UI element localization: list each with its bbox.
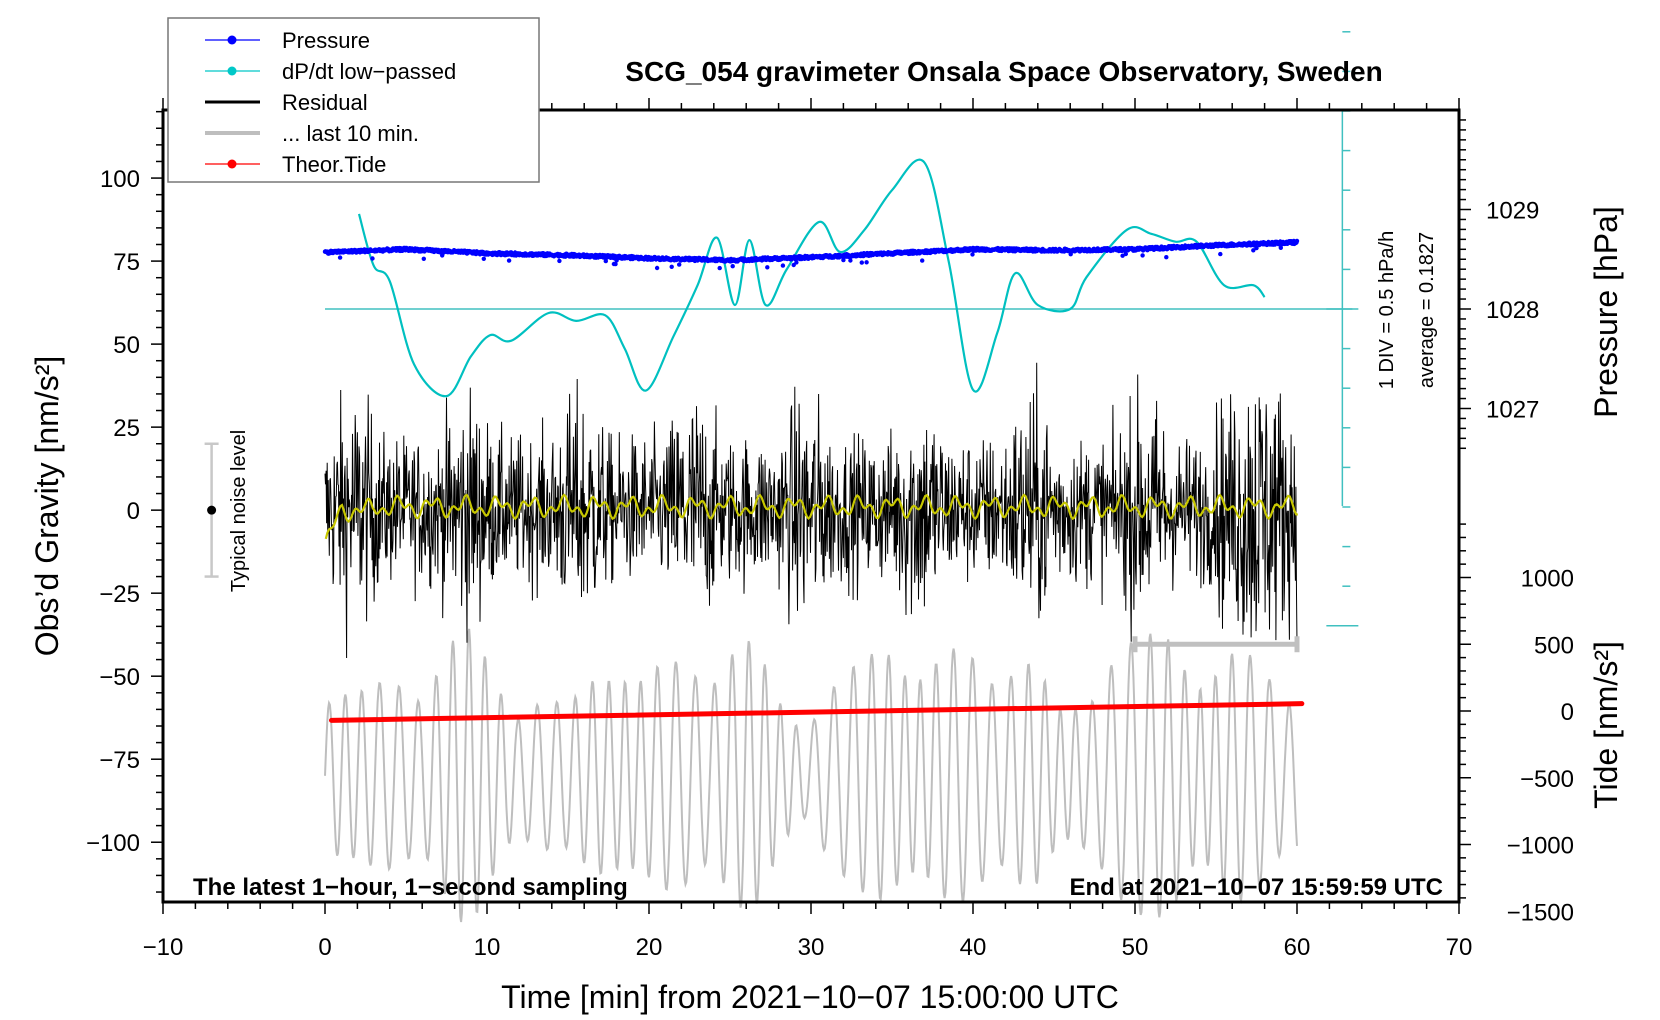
y-axis-title-left: Obs’d Gravity [nm/s²]	[29, 356, 65, 657]
pressure-point	[337, 255, 343, 260]
x-tick-label: −10	[143, 934, 184, 961]
pressure-point	[370, 256, 375, 261]
dpdt-average-label: average = 0.1827	[1416, 232, 1438, 388]
pressure-tick-label: 1028	[1486, 297, 1539, 324]
pressure-point	[613, 261, 618, 267]
legend-marker	[227, 159, 237, 169]
pressure-point	[1123, 251, 1129, 257]
pressure-point	[848, 258, 853, 263]
tide-tick-label: −1000	[1507, 833, 1574, 860]
pressure-point	[677, 262, 682, 267]
y-axis-title-pressure: Pressure [hPa]	[1588, 206, 1624, 418]
tide-tick-label: −1500	[1507, 899, 1574, 926]
pressure-point	[864, 260, 869, 265]
y-left-tick-label: 25	[113, 415, 140, 442]
sampling-note: The latest 1−hour, 1−second sampling	[193, 874, 628, 901]
pressure-point	[765, 265, 770, 270]
legend-label: Pressure	[282, 28, 370, 53]
tide-tick-label: 500	[1534, 632, 1574, 659]
noise-bar-center-dot	[207, 505, 217, 515]
pressure-point	[1140, 253, 1145, 258]
x-tick-label: 40	[960, 934, 987, 961]
pressure-series	[322, 238, 1300, 271]
legend-label: ... last 10 min.	[282, 121, 419, 146]
pressure-point	[1278, 245, 1284, 250]
pressure-point	[481, 256, 486, 261]
x-tick-label: 70	[1446, 934, 1473, 961]
y-left-tick-label: −100	[86, 830, 140, 857]
y-left-tick-label: −75	[99, 747, 140, 774]
pressure-point	[859, 260, 864, 265]
x-tick-label: 50	[1122, 934, 1149, 961]
x-tick-label: 10	[474, 934, 501, 961]
pressure-point	[841, 257, 846, 263]
pressure-point	[717, 265, 722, 271]
pressure-tick-label: 1029	[1486, 198, 1539, 225]
pressure-tick-label: 1027	[1486, 397, 1539, 424]
legend-label: dP/dt low−passed	[282, 59, 456, 84]
legend-label: Theor.Tide	[282, 152, 386, 177]
x-tick-label: 20	[636, 934, 663, 961]
pressure-point	[1164, 255, 1169, 260]
pressure-point	[1294, 238, 1300, 244]
plot-area	[204, 31, 1359, 923]
tide-tick-label: 1000	[1521, 566, 1574, 593]
pressure-point	[557, 258, 562, 264]
legend-marker	[227, 35, 237, 45]
pressure-point	[669, 264, 674, 269]
pressure-point	[730, 264, 735, 269]
dpdt-line	[357, 158, 1266, 398]
y-left-tick-label: 75	[113, 249, 140, 276]
legend-box	[167, 17, 540, 183]
x-tick-label: 0	[318, 934, 331, 961]
residual-mean-line	[324, 493, 1299, 540]
legend: Pressure dP/dt low−passed Residual ... last…	[167, 17, 540, 183]
tide-tick-label: −500	[1520, 766, 1574, 793]
x-tick-label: 60	[1284, 934, 1311, 961]
y-left-tick-label: 50	[113, 332, 140, 359]
legend-marker	[227, 66, 237, 76]
y-left-tick-label: −25	[99, 581, 140, 608]
y-left-tick-label: 0	[127, 498, 140, 525]
x-axis-title: Time [min] from 2021−10−07 15:00:00 UTC	[501, 979, 1119, 1015]
pressure-point	[654, 265, 660, 271]
chart-title: SCG_054 gravimeter Onsala Space Observat…	[625, 56, 1382, 87]
y-left-tick-label: 100	[100, 166, 140, 193]
pressure-point	[1254, 245, 1259, 251]
pressure-point	[780, 263, 786, 268]
noise-level-label: Typical noise level	[228, 430, 250, 592]
pressure-point	[794, 260, 799, 265]
pressure-point	[421, 256, 426, 261]
legend-label: Residual	[282, 90, 368, 115]
tide-tick-label: 0	[1561, 699, 1574, 726]
pressure-point	[1251, 248, 1256, 253]
x-tick-label: 30	[798, 934, 825, 961]
pressure-point	[970, 252, 975, 257]
y-left-tick-label: −50	[99, 664, 140, 691]
pressure-point	[603, 258, 608, 264]
pressure-point	[1218, 251, 1223, 257]
residual-line	[324, 362, 1298, 659]
end-time-note: End at 2021−10−07 15:59:59 UTC	[1069, 874, 1443, 901]
pressure-point	[506, 258, 512, 263]
y-axis-title-tide: Tide [nm/s²]	[1588, 641, 1624, 809]
dpdt-div-label: 1 DIV = 0.5 hPa/h	[1376, 231, 1398, 389]
last-10-min-line	[324, 628, 1298, 923]
pressure-point	[920, 258, 925, 263]
tide-line	[328, 701, 1305, 723]
